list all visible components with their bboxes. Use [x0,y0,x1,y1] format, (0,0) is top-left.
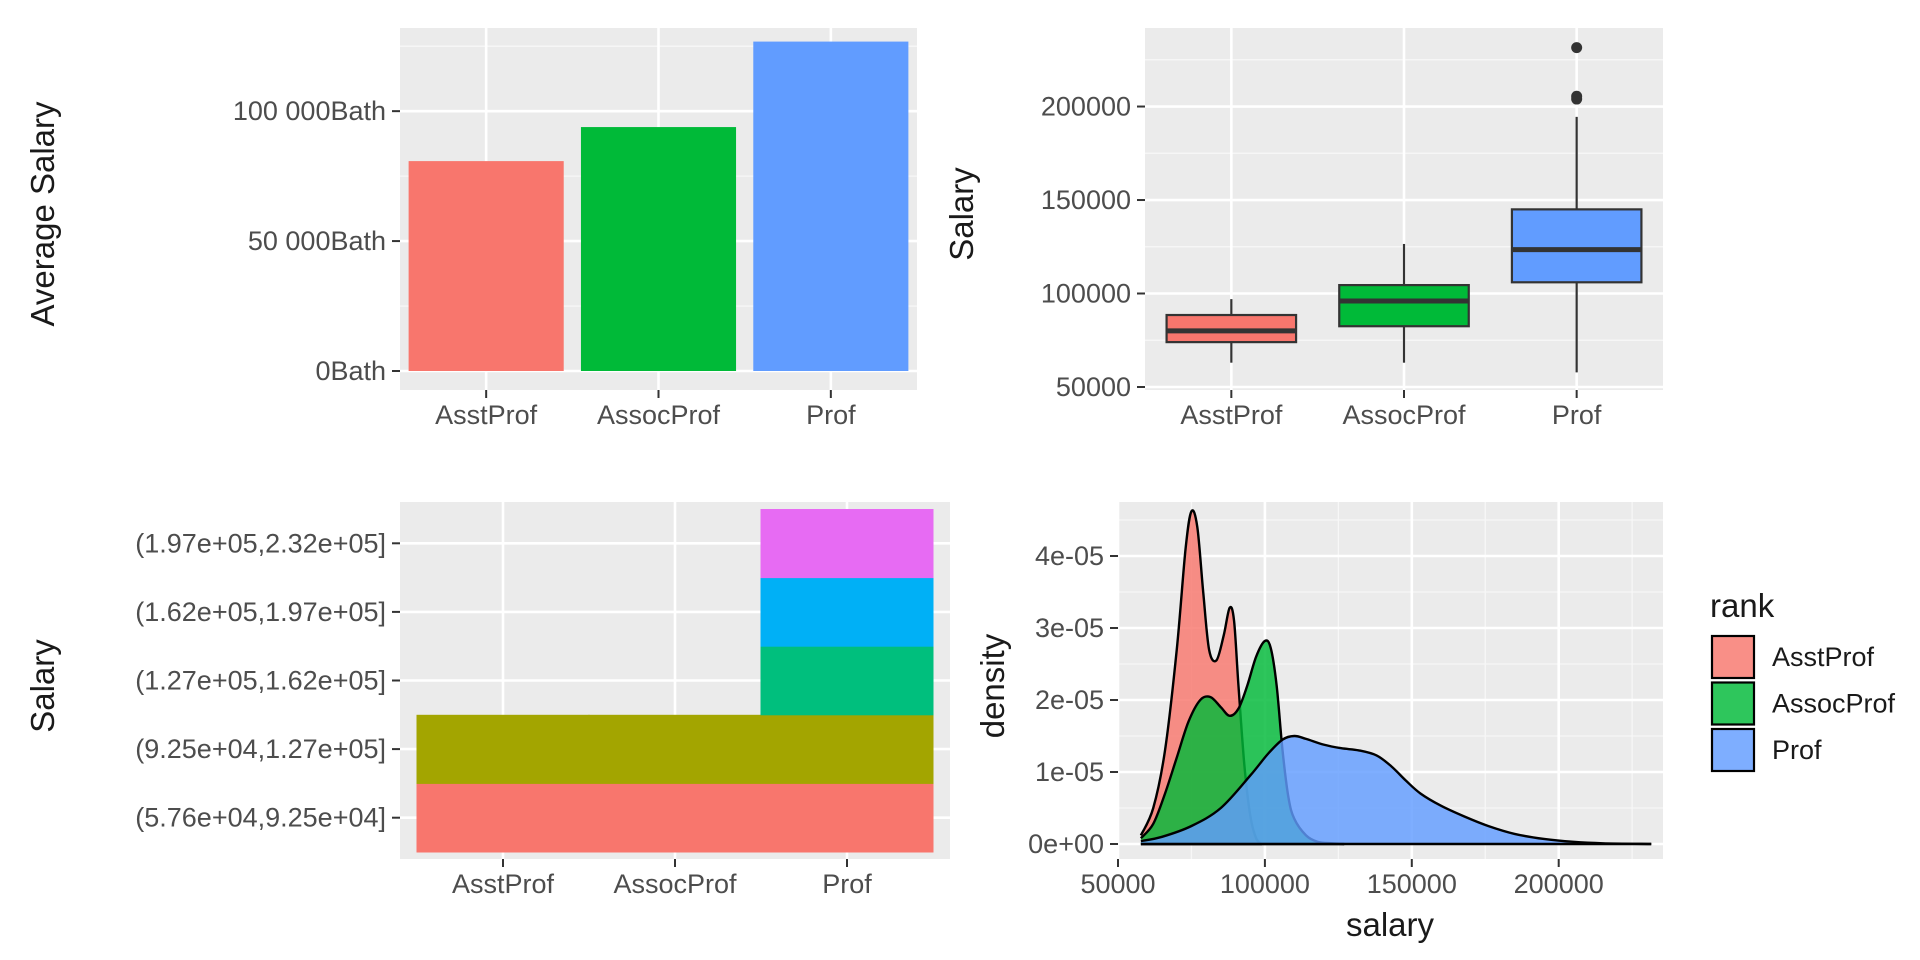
y-tick-label: (1.97e+05,2.32e+05] [135,528,386,558]
tile-AssocProf [588,714,762,784]
tiles [416,509,934,853]
legend-label: AssocProf [1772,689,1896,719]
y-tick-label: 3e-05 [1035,613,1104,643]
legend-swatch-Prof [1710,727,1756,773]
y-tick-label: 1e-05 [1035,757,1104,787]
legend: rank AsstProf AssocProf Prof [1710,587,1896,773]
x-tick-label: Prof [822,869,872,899]
y-tick-label: 0Bath [315,356,386,386]
tile-Prof [760,714,934,784]
legend-title: rank [1710,587,1775,624]
y-axis-title: Salary [24,639,61,733]
y-tick-label: 50 000Bath [248,226,386,256]
y-tick-label: 100000 [1041,279,1131,309]
legend-label: AsstProf [1772,642,1875,672]
density-area-Prof [1140,735,1652,844]
x-axis-ticks: AsstProf AssocProf Prof [452,859,872,899]
x-tick-label: 100000 [1220,869,1310,899]
y-axis-ticks: (5.76e+04,9.25e+04] (9.25e+04,1.27e+05] (1… [135,528,400,833]
bars [408,41,909,372]
y-axis-ticks: 50000 100000 150000 200000 [1041,92,1145,402]
y-axis-ticks: 0Bath 50 000Bath 100 000Bath [233,96,400,386]
tile-Prof [760,577,934,647]
bar-chart-panel: 0Bath 50 000Bath 100 000Bath AsstProf Assoc… [24,28,917,430]
y-tick-label: 0e+00 [1028,829,1104,859]
x-tick-label: AssocProf [597,400,721,430]
x-axis-title: salary [1346,906,1435,943]
tile-AsstProf [416,783,590,853]
boxes [1165,42,1643,373]
legend-swatch-AsstProf [1710,634,1756,680]
tile-AssocProf [588,783,762,853]
outlier-point [1571,42,1583,54]
legend-label: Prof [1772,735,1822,765]
y-axis-ticks: 0e+00 1e-05 2e-05 3e-05 4e-05 [1028,541,1118,859]
y-axis-title: Average Salary [24,101,61,327]
y-tick-label: (1.62e+05,1.97e+05] [135,597,386,627]
x-tick-label: 50000 [1080,869,1155,899]
x-tick-label: AsstProf [452,869,555,899]
x-tick-label: AsstProf [1180,400,1283,430]
density-areas [1139,509,1652,846]
x-tick-label: AssocProf [613,869,737,899]
x-tick-label: 150000 [1367,869,1457,899]
tile-AsstProf [416,714,590,784]
tile-Prof [760,509,934,579]
bar-Prof [753,41,909,372]
legend-swatch-AssocProf [1710,681,1756,726]
outlier-point [1571,90,1583,102]
tile-Prof [760,783,934,853]
boxplot-panel: 50000 100000 150000 200000 AsstProf AssocPro… [943,28,1663,430]
y-tick-label: 200000 [1041,92,1131,122]
box-Prof [1510,208,1643,284]
y-tick-label: 100 000Bath [233,96,386,126]
tile-Prof [760,646,934,716]
legend-items: AsstProf AssocProf Prof [1710,634,1896,773]
density-area-AssocProf [1140,640,1345,844]
x-tick-label: AsstProf [435,400,538,430]
y-tick-label: (5.76e+04,9.25e+04] [135,803,386,833]
binned-salary-panel: (5.76e+04,9.25e+04] (9.25e+04,1.27e+05] (1… [24,502,950,899]
x-axis-ticks: AsstProf AssocProf Prof [435,390,856,430]
box-AssocProf [1338,283,1470,328]
x-tick-label: AssocProf [1342,400,1466,430]
bar-AsstProf [408,161,564,371]
y-tick-label: (1.27e+05,1.62e+05] [135,666,386,696]
x-tick-label: 200000 [1514,869,1604,899]
x-tick-label: Prof [806,400,856,430]
density-outline-Prof [1140,734,1652,846]
x-tick-label: Prof [1552,400,1602,430]
x-axis-ticks: AsstProf AssocProf Prof [1180,390,1602,430]
x-axis-ticks: 50000 100000 150000 200000 [1080,859,1604,899]
y-tick-label: 50000 [1056,372,1131,402]
density-panel: 0e+00 1e-05 2e-05 3e-05 4e-05 50000 100000 150… [974,502,1663,943]
y-axis-title: density [974,633,1011,738]
y-tick-label: 150000 [1041,185,1131,215]
y-tick-label: (9.25e+04,1.27e+05] [135,734,386,764]
y-tick-label: 4e-05 [1035,541,1104,571]
bar-AssocProf [580,127,737,371]
y-axis-title: Salary [943,167,980,261]
y-tick-label: 2e-05 [1035,685,1104,715]
